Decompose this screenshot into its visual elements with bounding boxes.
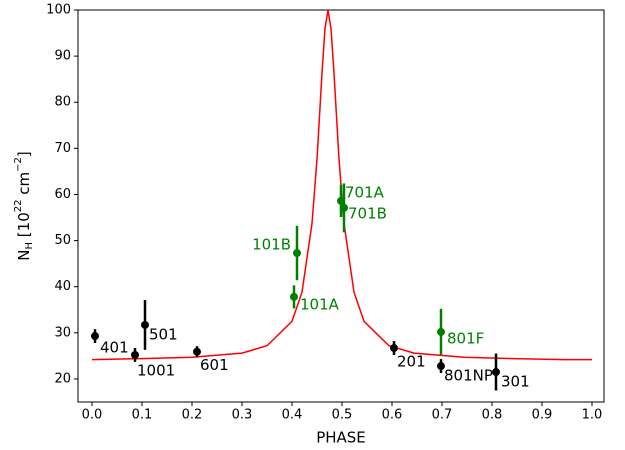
x-tick-label: 0.1 bbox=[132, 408, 153, 423]
x-tick-label: 0.5 bbox=[332, 408, 353, 423]
data-point bbox=[437, 362, 445, 371]
data-point bbox=[340, 203, 348, 212]
data-point bbox=[141, 320, 149, 329]
point-label: 401 bbox=[100, 339, 129, 357]
data-point bbox=[293, 249, 301, 258]
data-point bbox=[131, 350, 139, 359]
y-tick-label: 100 bbox=[46, 3, 71, 18]
point-label: 1001 bbox=[137, 361, 175, 379]
point-label: 601 bbox=[200, 356, 229, 374]
data-point bbox=[193, 347, 201, 356]
point-label: 101B bbox=[252, 236, 291, 254]
data-point bbox=[492, 368, 500, 377]
y-tick-label: 70 bbox=[54, 141, 71, 156]
y-axis-label-part: N bbox=[15, 250, 33, 261]
y-axis-label-part: cm bbox=[15, 172, 33, 200]
y-axis-label-part: [10 bbox=[15, 212, 33, 242]
y-axis-label-part: ] bbox=[15, 151, 33, 157]
x-tick-label: 0.6 bbox=[382, 408, 403, 423]
data-point bbox=[390, 344, 398, 353]
point-label: 801F bbox=[447, 329, 484, 347]
point-label: 701B bbox=[348, 204, 387, 222]
y-axis-label: NH [1022 cm−2] bbox=[13, 151, 35, 260]
x-tick-label: 1.0 bbox=[582, 408, 603, 423]
x-tick-label: 0.2 bbox=[182, 408, 203, 423]
x-tick-label: 0.3 bbox=[232, 408, 253, 423]
data-point bbox=[290, 292, 298, 301]
y-tick-label: 60 bbox=[54, 187, 71, 202]
point-label: 801NP bbox=[444, 367, 493, 385]
plot-frame bbox=[77, 9, 605, 403]
model-curve bbox=[91, 9, 592, 361]
point-label: 301 bbox=[501, 373, 530, 391]
y-tick-label: 30 bbox=[54, 325, 71, 340]
y-axis-label-part: 22 bbox=[13, 200, 24, 213]
y-tick-label: 50 bbox=[54, 233, 71, 248]
data-point bbox=[91, 332, 99, 341]
point-label: 201 bbox=[397, 353, 426, 371]
data-point bbox=[437, 327, 445, 336]
y-tick-label: 20 bbox=[54, 371, 71, 386]
y-tick-label: 80 bbox=[54, 95, 71, 110]
y-axis-label-part: −2 bbox=[13, 157, 24, 172]
x-tick-label: 0.9 bbox=[532, 408, 553, 423]
x-tick-label: 0.4 bbox=[282, 408, 303, 423]
point-label: 701A bbox=[345, 183, 385, 201]
y-axis-label-part: H bbox=[24, 242, 35, 250]
point-label: 501 bbox=[149, 325, 178, 343]
y-tick-label: 90 bbox=[54, 49, 71, 64]
point-label: 101A bbox=[300, 295, 340, 313]
x-tick-label: 0.7 bbox=[432, 408, 453, 423]
x-axis-label: PHASE bbox=[316, 429, 366, 447]
x-tick-label: 0.0 bbox=[82, 408, 103, 423]
y-tick-label: 40 bbox=[54, 279, 71, 294]
x-tick-label: 0.8 bbox=[482, 408, 503, 423]
